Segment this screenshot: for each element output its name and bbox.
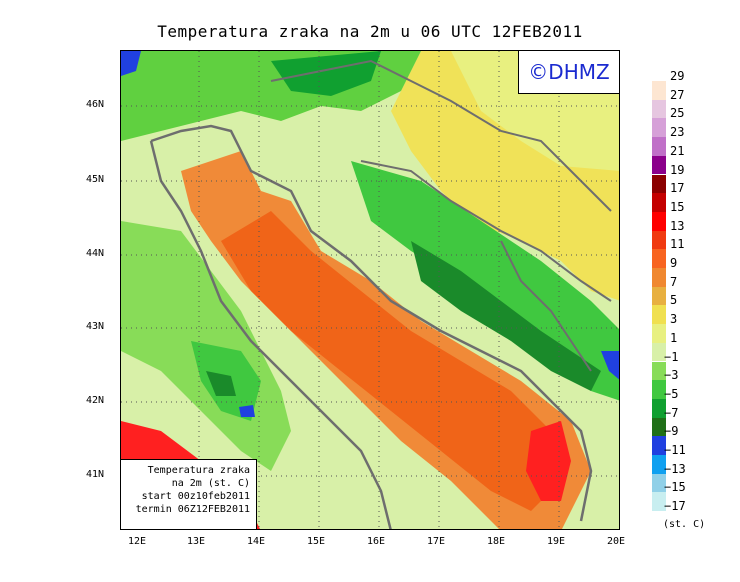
eastern-coastline bbox=[150, 124, 593, 522]
legend-label: 3 bbox=[670, 312, 678, 327]
legend-label: −5 bbox=[664, 386, 679, 401]
legend-swatch bbox=[652, 174, 666, 194]
lon-label-13e: 13E bbox=[187, 536, 206, 547]
legend-swatch bbox=[652, 417, 666, 437]
legend-label: −1 bbox=[664, 349, 679, 364]
legend-label: 1 bbox=[670, 330, 678, 345]
dhmz-credit: ©DHMZ bbox=[518, 51, 619, 94]
legend-swatch bbox=[652, 305, 666, 325]
legend-label: 15 bbox=[670, 199, 685, 214]
lat-label-42n: 42N bbox=[86, 395, 105, 406]
legend-swatch bbox=[652, 361, 666, 381]
legend-swatch bbox=[652, 380, 666, 399]
legend-label: 25 bbox=[670, 106, 685, 121]
alpine-cold-zone bbox=[271, 51, 381, 96]
graticule bbox=[121, 51, 619, 529]
western-coastline bbox=[149, 140, 392, 529]
lon-label-15e: 15E bbox=[307, 536, 326, 547]
legend-label: 21 bbox=[670, 143, 685, 158]
legend-swatch bbox=[652, 473, 666, 493]
legend-swatch bbox=[652, 324, 666, 343]
lat-label-46n: 46N bbox=[86, 99, 105, 110]
legend-label: 23 bbox=[670, 125, 685, 140]
legend-swatch bbox=[652, 436, 666, 455]
info-line-1: Temperatura zraka bbox=[147, 465, 250, 476]
lon-label-12e: 12E bbox=[128, 536, 147, 547]
legend-swatch bbox=[652, 211, 666, 231]
northern-border bbox=[270, 59, 612, 212]
legend-label: −11 bbox=[664, 443, 686, 457]
legend-label: −15 bbox=[664, 480, 686, 495]
legend-swatch bbox=[652, 99, 666, 119]
map-title: Temperatura zraka na 2m u 06 UTC 12FEB20… bbox=[157, 22, 583, 41]
legend-swatch bbox=[652, 137, 666, 156]
cold-spot-apennine bbox=[239, 405, 255, 417]
lat-label-43n: 43N bbox=[86, 321, 105, 332]
legend-swatch bbox=[652, 81, 666, 100]
info-line-2: na 2m (st. C) bbox=[171, 478, 250, 489]
lat-label-41n: 41N bbox=[86, 469, 105, 480]
interior-border bbox=[500, 240, 592, 372]
lon-label-18e: 18E bbox=[487, 536, 506, 547]
legend-label: −13 bbox=[664, 461, 686, 476]
legend-label: −9 bbox=[664, 424, 679, 439]
cold-spot-nw bbox=[121, 51, 141, 76]
legend-swatch bbox=[652, 249, 666, 268]
dinaric-dark-zone bbox=[411, 241, 601, 391]
lat-label-45n: 45N bbox=[86, 174, 105, 185]
legend-label: −3 bbox=[664, 368, 679, 383]
legend-swatch bbox=[652, 286, 666, 306]
lon-label-16e: 16E bbox=[367, 536, 386, 547]
southern-warm-spot bbox=[526, 421, 571, 501]
lon-label-19e: 19E bbox=[547, 536, 566, 547]
info-line-3: start 00z10feb2011 bbox=[141, 491, 250, 502]
apennine-dark-zone bbox=[206, 371, 236, 396]
legend-swatch bbox=[652, 230, 666, 250]
legend-label: 9 bbox=[670, 256, 678, 270]
forecast-info-box: Temperatura zraka na 2m (st. C) start 00… bbox=[121, 459, 257, 529]
legend-label: 11 bbox=[670, 237, 685, 252]
legend-swatch bbox=[652, 342, 666, 362]
legend-swatch bbox=[652, 155, 666, 175]
info-line-4: termin 06Z12FEB2011 bbox=[135, 504, 250, 515]
lat-label-44n: 44N bbox=[86, 248, 105, 259]
cold-spot-east bbox=[601, 351, 619, 380]
legend-unit: (st. C) bbox=[663, 519, 706, 530]
lon-label-14e: 14E bbox=[247, 536, 266, 547]
inland-border bbox=[360, 160, 612, 302]
legend-swatch bbox=[652, 268, 666, 287]
lon-label-17e: 17E bbox=[427, 536, 446, 547]
legend-swatch bbox=[652, 455, 666, 474]
legend-swatch bbox=[652, 193, 666, 212]
temperature-map: ©DHMZ Temperatura zraka na 2m (st. C) st… bbox=[120, 50, 620, 530]
legend-label: 7 bbox=[670, 274, 678, 289]
legend-swatch bbox=[652, 492, 666, 512]
legend-label: 19 bbox=[670, 162, 685, 177]
legend-label: 29 bbox=[670, 69, 685, 83]
legend-label: 27 bbox=[670, 87, 685, 102]
legend-label: −17 bbox=[664, 499, 686, 514]
legend-label: 17 bbox=[670, 181, 685, 196]
legend-label: −7 bbox=[664, 405, 679, 420]
adriatic-warm-core bbox=[221, 211, 561, 511]
legend-label: 5 bbox=[670, 293, 678, 308]
lon-label-20e: 20E bbox=[607, 536, 626, 547]
legend-label: 13 bbox=[670, 218, 685, 233]
legend-swatch bbox=[652, 398, 666, 418]
legend-swatch bbox=[652, 118, 666, 138]
